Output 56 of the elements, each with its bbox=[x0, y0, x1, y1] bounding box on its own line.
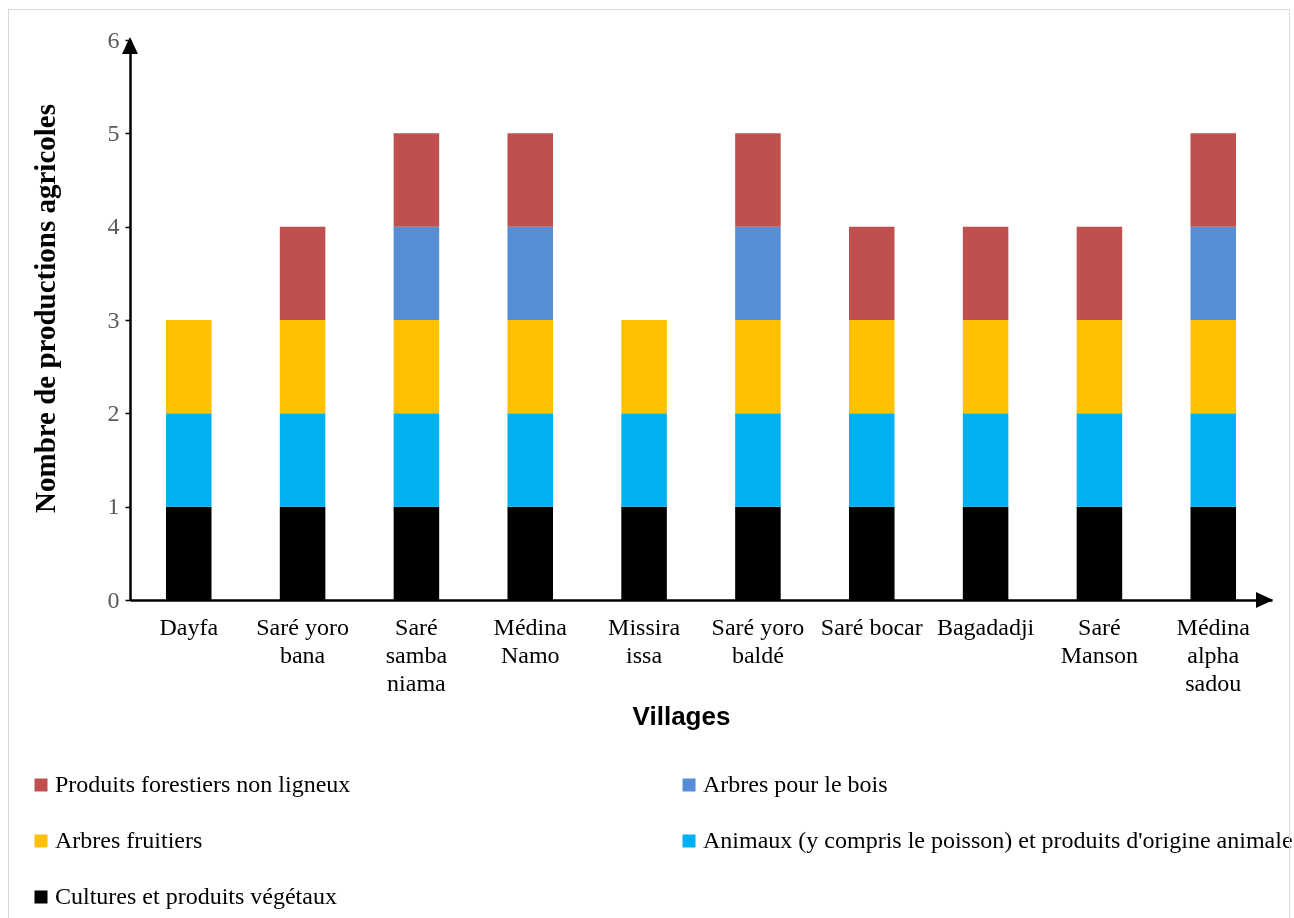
x-axis-title: Villages bbox=[632, 700, 731, 731]
bar bbox=[393, 320, 440, 414]
bar bbox=[1076, 226, 1123, 320]
bar bbox=[962, 413, 1009, 507]
x-tick-label: Bagadadji bbox=[936, 613, 1035, 640]
bar bbox=[848, 320, 895, 414]
bar bbox=[735, 320, 781, 414]
x-tick-label: Médina Namo bbox=[493, 613, 568, 668]
legend-label: Arbres fruitiers bbox=[55, 827, 203, 853]
bar bbox=[735, 413, 781, 507]
y-tick-label: 3 bbox=[107, 306, 120, 333]
bar bbox=[848, 226, 895, 320]
bar bbox=[393, 226, 440, 320]
legend-label: Arbres pour le bois bbox=[703, 771, 888, 797]
bar bbox=[1076, 413, 1123, 507]
bar bbox=[165, 320, 212, 414]
x-tick-label: Saré Manson bbox=[1060, 613, 1139, 668]
bar bbox=[621, 413, 667, 507]
y-tick-label: 0 bbox=[107, 586, 120, 613]
x-tick-label: Saré samba niama bbox=[385, 613, 448, 696]
y-tick-label: 2 bbox=[107, 399, 120, 426]
bar bbox=[279, 226, 326, 320]
bar bbox=[393, 133, 440, 227]
bar bbox=[1190, 133, 1237, 227]
bar bbox=[279, 413, 326, 507]
bar bbox=[621, 320, 667, 414]
bar bbox=[735, 133, 781, 227]
bar bbox=[848, 413, 895, 507]
bar bbox=[1190, 320, 1237, 414]
y-axis-title: Nombre de productions agricoles bbox=[28, 104, 61, 513]
y-tick-label: 5 bbox=[107, 119, 120, 146]
y-tick-label: 4 bbox=[107, 213, 120, 240]
bar bbox=[507, 133, 554, 227]
legend-label: Animaux (y compris le poisson) et produits d'origine animale bbox=[703, 827, 1293, 853]
legend-label: Produits forestiers non ligneux bbox=[55, 771, 351, 797]
x-tick-label: Saré yoro baldé bbox=[711, 613, 805, 668]
bar bbox=[735, 226, 781, 320]
y-tick-label: 6 bbox=[107, 26, 120, 53]
bar bbox=[1076, 320, 1123, 414]
x-tick-label: Dayfa bbox=[159, 613, 219, 640]
bar bbox=[1190, 226, 1237, 320]
x-tick-label: Saré yoro bana bbox=[256, 613, 349, 668]
bar bbox=[165, 413, 212, 507]
bar bbox=[962, 320, 1009, 414]
bar bbox=[962, 226, 1009, 320]
bar bbox=[1190, 413, 1237, 507]
x-tick-label: Missira issa bbox=[608, 613, 681, 668]
x-tick-label: Saré bocar bbox=[820, 613, 923, 640]
bar bbox=[393, 413, 440, 507]
bar bbox=[507, 226, 554, 320]
x-tick-label: Médina alpha sadou bbox=[1176, 613, 1251, 696]
bar bbox=[279, 320, 326, 414]
y-tick-label: 1 bbox=[107, 493, 120, 520]
bar bbox=[507, 413, 554, 507]
legend-label: Cultures et produits végétaux bbox=[55, 883, 337, 909]
bar bbox=[507, 320, 554, 414]
